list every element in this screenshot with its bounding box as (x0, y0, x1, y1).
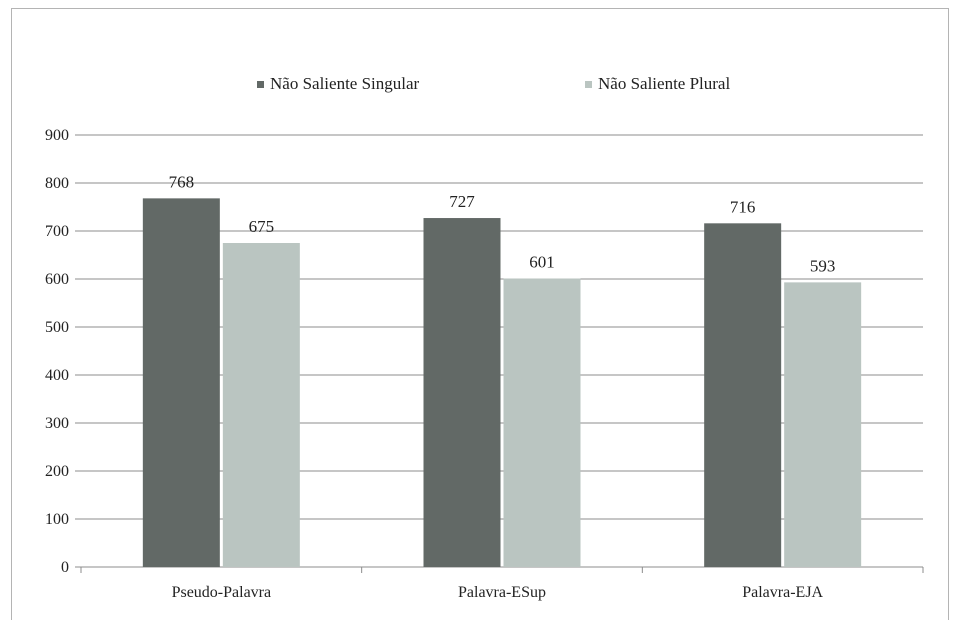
y-tick-label: 700 (45, 223, 69, 240)
y-tick-label: 300 (45, 415, 69, 432)
bar-series0-2 (704, 223, 782, 567)
y-tick-label: 500 (45, 319, 69, 336)
legend-label: Não Saliente Plural (598, 74, 730, 93)
x-tick-label: Palavra-EJA (742, 584, 823, 601)
data-labels: 768 675 727 601 716 593 (169, 172, 836, 275)
data-label: 593 (810, 256, 836, 275)
y-tick-label: 0 (61, 559, 69, 576)
bars (142, 198, 862, 568)
data-label: 727 (449, 192, 475, 211)
bar-series1-0 (222, 243, 300, 567)
bar-series1-1 (503, 278, 581, 567)
legend: Não Saliente Singular Não Saliente Plural (257, 74, 730, 93)
bar-series0-0 (142, 198, 220, 568)
y-tick-label: 800 (45, 175, 69, 192)
y-tick-label: 200 (45, 463, 69, 480)
y-tick-label: 900 (45, 127, 69, 144)
data-label: 601 (529, 253, 555, 272)
legend-swatch (585, 81, 592, 88)
y-tick-label: 400 (45, 367, 69, 384)
data-label: 675 (249, 217, 275, 236)
x-tick-label: Pseudo-Palavra (172, 584, 272, 601)
legend-label: Não Saliente Singular (270, 74, 420, 93)
legend-swatch (257, 81, 264, 88)
data-label: 716 (730, 197, 756, 216)
data-label: 768 (169, 172, 195, 191)
x-tick-label: Palavra-ESup (458, 584, 546, 601)
bar-series1-2 (784, 282, 862, 567)
y-tick-label: 600 (45, 271, 69, 288)
y-tick-label: 100 (45, 511, 69, 528)
bar-series0-1 (423, 218, 501, 568)
